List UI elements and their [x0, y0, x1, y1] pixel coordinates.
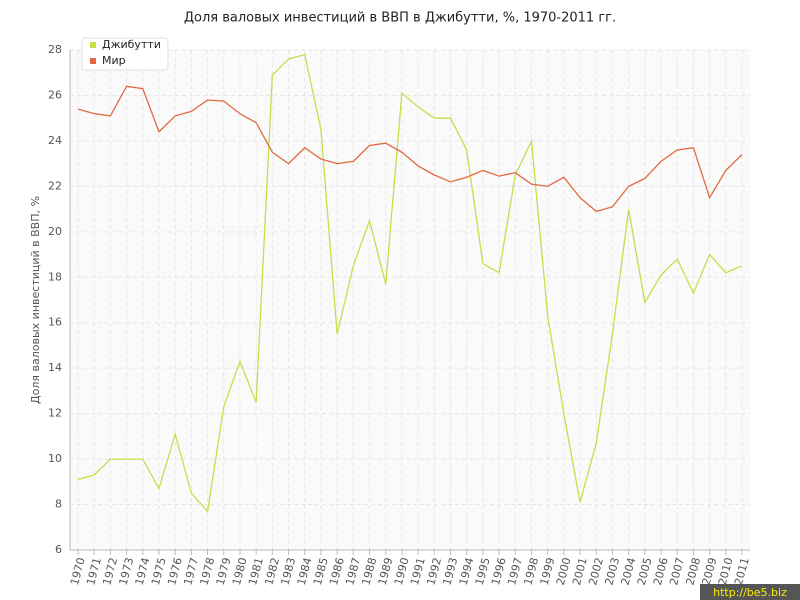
- y-tick-label: 6: [55, 543, 62, 556]
- series-line: [77, 85, 743, 213]
- y-tick-label: 12: [48, 407, 62, 420]
- y-tick-label: 14: [48, 361, 62, 374]
- y-tick-label: 16: [48, 316, 62, 329]
- watermark-bg: [700, 584, 800, 600]
- legend-box: [81, 37, 169, 71]
- y-tick-label: 20: [48, 225, 62, 238]
- y-tick-label: 18: [48, 270, 62, 283]
- y-tick-label: 8: [55, 498, 62, 511]
- legend-label: Джибутти: [102, 38, 161, 51]
- y-axis-label: Доля валовых инвестиций в ВВП, %: [29, 196, 42, 404]
- chart-title: Доля валовых инвестиций в ВВП в Джибутти…: [184, 11, 616, 26]
- y-tick-label: 10: [48, 452, 62, 465]
- y-tick-label: 22: [48, 179, 62, 192]
- legend-swatch: [90, 42, 96, 48]
- watermark: http://be5.biz: [713, 586, 787, 599]
- y-tick-label: 26: [48, 88, 62, 101]
- legend-label: Мир: [102, 54, 126, 67]
- y-tick-label: 24: [48, 134, 62, 147]
- plot-area: [70, 50, 750, 550]
- y-tick-label: 28: [48, 43, 62, 56]
- series-line: [77, 53, 743, 513]
- legend-swatch: [90, 58, 96, 64]
